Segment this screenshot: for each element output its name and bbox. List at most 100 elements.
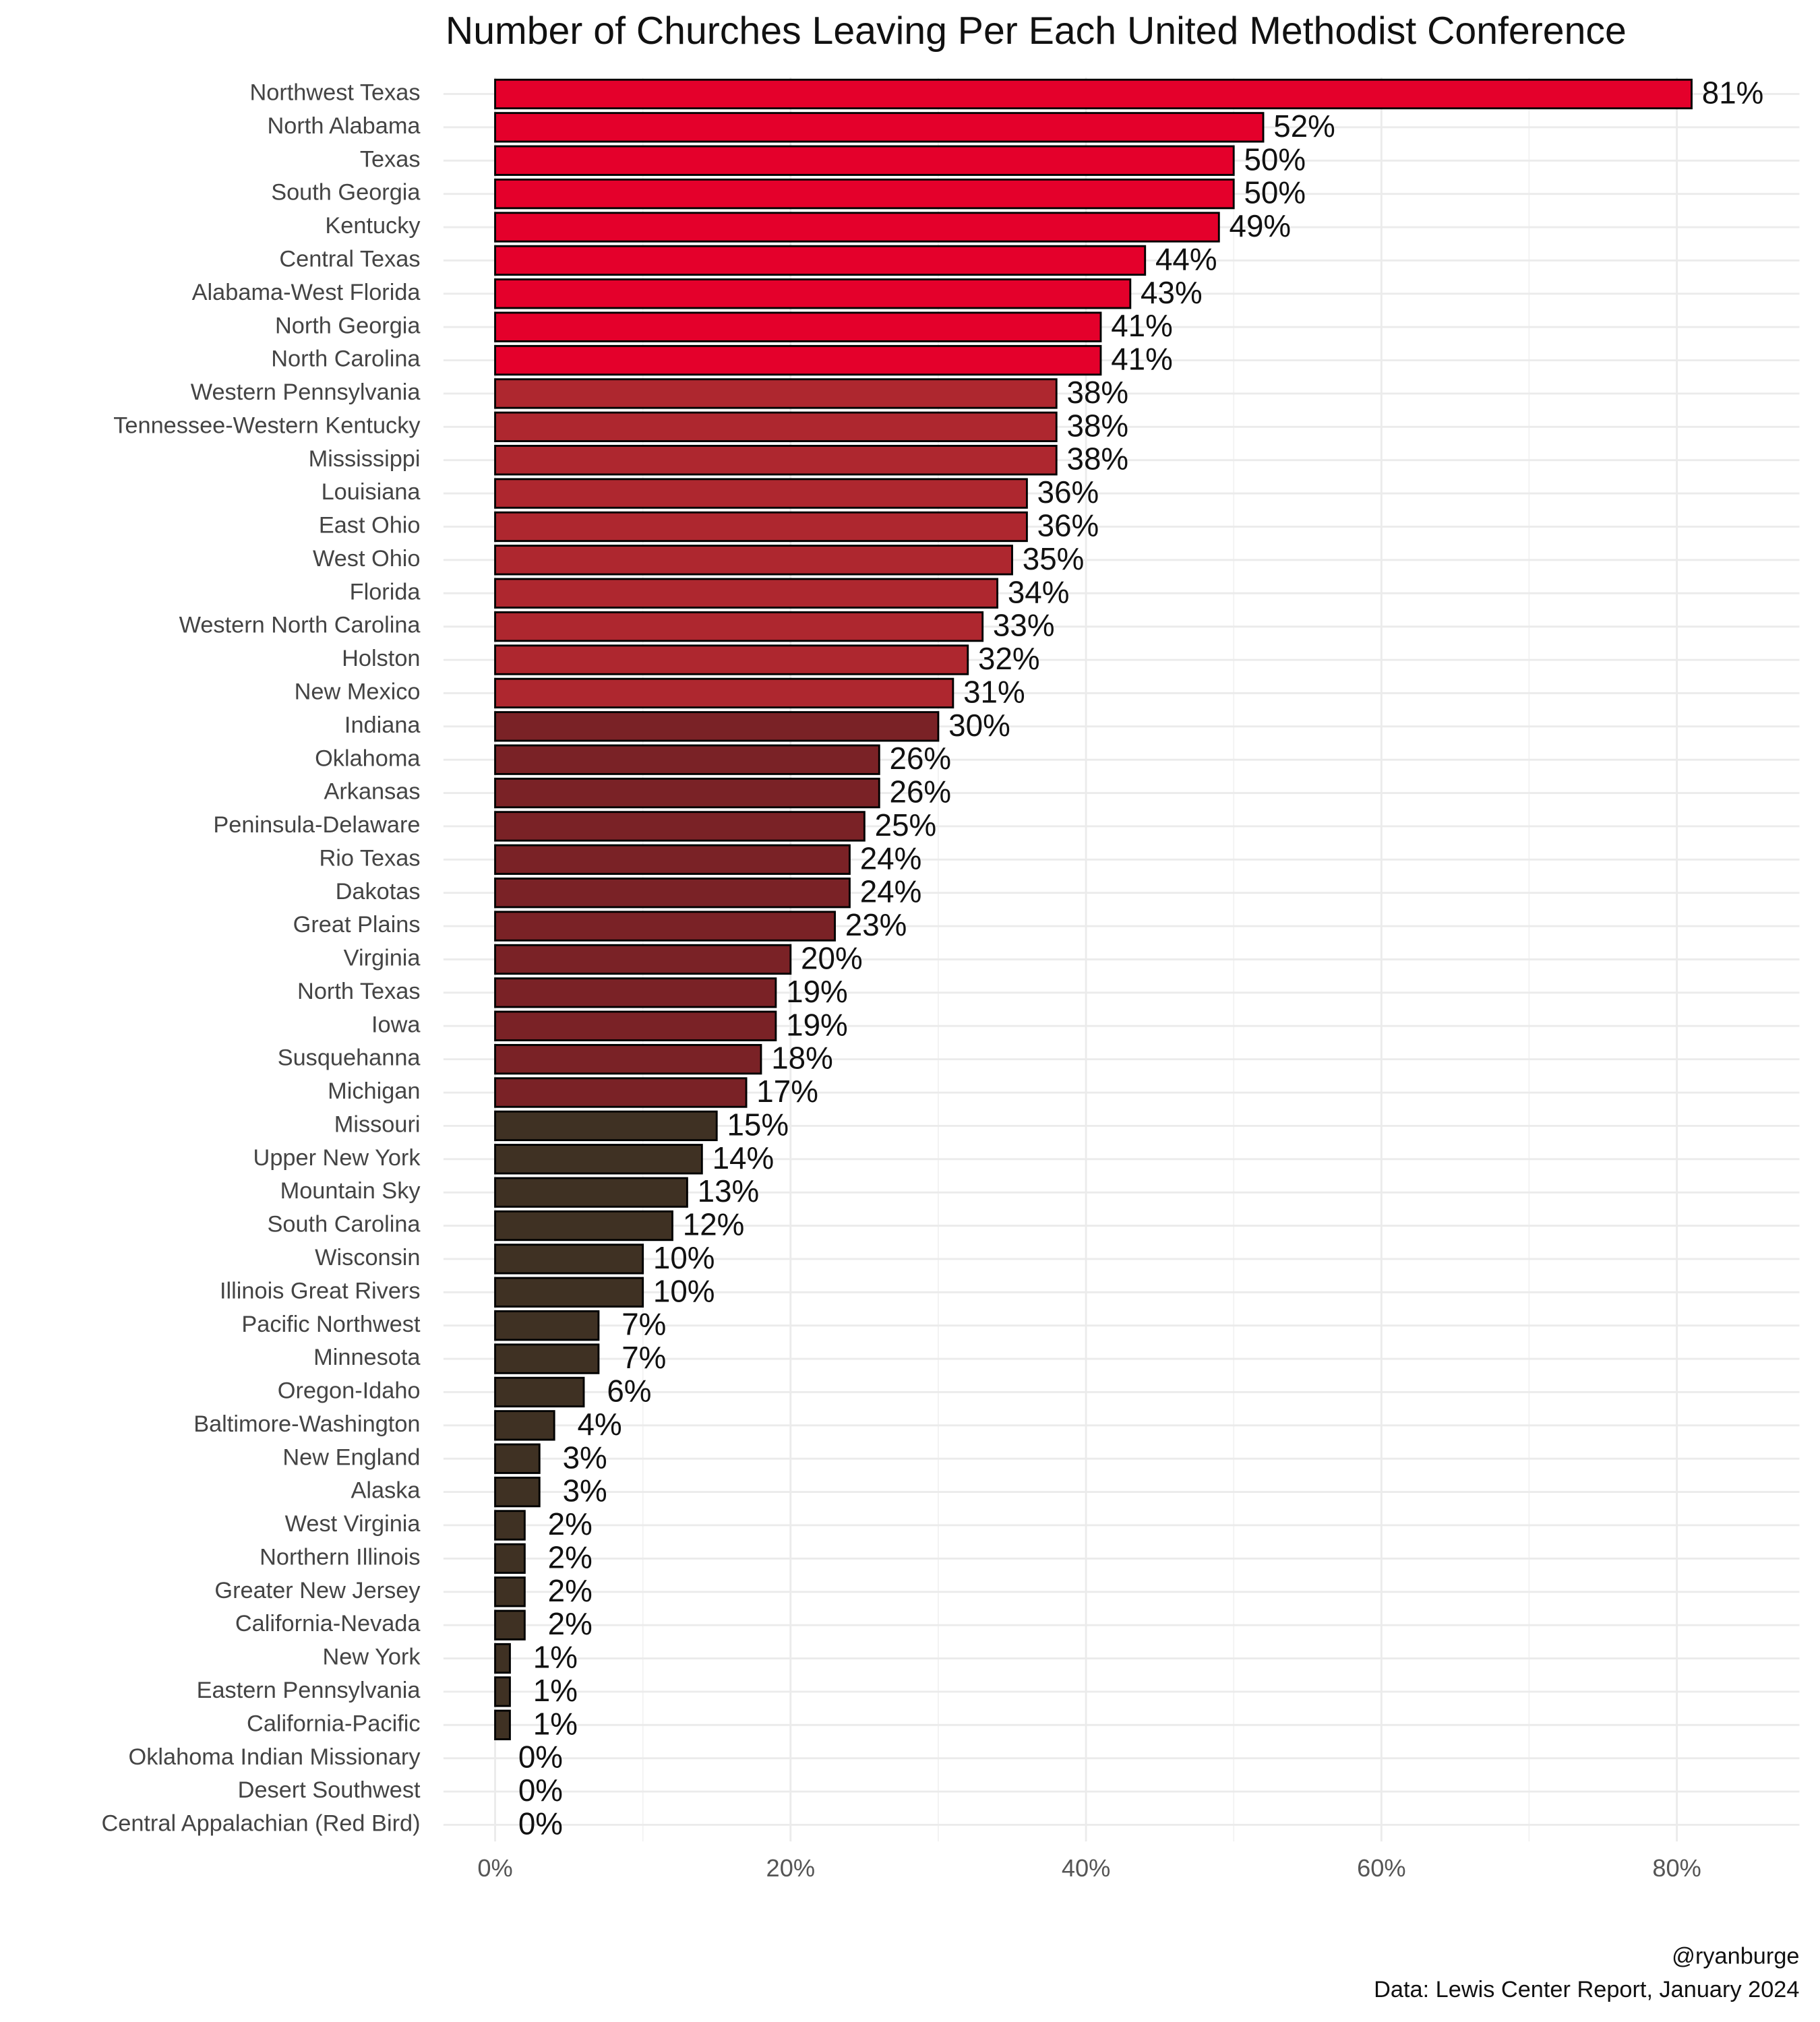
- value-label: 4%: [578, 1407, 622, 1442]
- value-label: 44%: [1155, 242, 1217, 276]
- value-label: 36%: [1037, 475, 1099, 510]
- bar: [494, 178, 1235, 210]
- value-label: 50%: [1244, 142, 1306, 177]
- value-label: 7%: [621, 1341, 666, 1375]
- value-label: 2%: [548, 1507, 593, 1541]
- value-label: 33%: [993, 609, 1055, 643]
- value-label: 43%: [1141, 276, 1203, 310]
- y-tick-label: Iowa: [371, 1012, 421, 1037]
- y-tick-label: Pacific Northwest: [241, 1312, 421, 1337]
- value-label: 49%: [1230, 209, 1292, 243]
- value-label: 52%: [1273, 109, 1335, 144]
- value-label: 30%: [948, 708, 1010, 743]
- bar: [494, 1643, 511, 1674]
- bar: [494, 1576, 526, 1607]
- value-label: 50%: [1244, 176, 1306, 210]
- value-label: 19%: [786, 1008, 848, 1042]
- bar: [494, 1244, 644, 1275]
- bar: [494, 1144, 703, 1175]
- bar: [494, 1610, 526, 1641]
- bar: [494, 1476, 541, 1508]
- bar: [494, 1077, 748, 1108]
- y-tick-label: Northern Illinois: [260, 1544, 420, 1570]
- bar: [494, 777, 880, 809]
- x-tick-label: 0%: [477, 1854, 512, 1882]
- x-tick-label: 40%: [1062, 1854, 1111, 1882]
- y-tick-label: Alabama-West Florida: [192, 280, 421, 305]
- bar: [494, 578, 999, 609]
- bar: [494, 1543, 526, 1574]
- value-label: 38%: [1067, 408, 1129, 443]
- y-tick-label: California-Pacific: [247, 1711, 420, 1736]
- bar: [494, 145, 1235, 176]
- y-tick-label: Mississippi: [309, 446, 421, 472]
- bar: [494, 911, 836, 942]
- bar: [494, 245, 1147, 276]
- y-tick-label: New York: [323, 1645, 421, 1670]
- value-label: 15%: [727, 1107, 789, 1142]
- y-tick-label: South Carolina: [267, 1212, 421, 1237]
- bar: [494, 378, 1058, 409]
- bar: [494, 1010, 777, 1041]
- y-tick-label: Rio Texas: [319, 845, 420, 871]
- bar: [494, 844, 851, 875]
- value-label: 0%: [518, 1773, 563, 1808]
- y-tick-label: Central Texas: [279, 246, 420, 272]
- bar: [494, 545, 1013, 576]
- bar: [494, 1177, 688, 1208]
- value-label: 36%: [1037, 508, 1099, 543]
- x-tick-label: 80%: [1652, 1854, 1701, 1882]
- y-tick-label: California-Nevada: [235, 1611, 421, 1636]
- caption: Data: Lewis Center Report, January 2024: [1374, 1977, 1799, 2002]
- bar: [494, 112, 1265, 143]
- value-label: 32%: [978, 642, 1040, 676]
- bar: [494, 1709, 511, 1740]
- value-label: 0%: [518, 1806, 563, 1841]
- value-label: 7%: [621, 1308, 666, 1342]
- value-label: 41%: [1111, 309, 1173, 343]
- value-label: 38%: [1067, 442, 1129, 477]
- y-tick-label: Oklahoma: [315, 745, 421, 771]
- value-label: 1%: [533, 1641, 578, 1675]
- bar: [494, 1043, 762, 1075]
- x-tick-label: 60%: [1357, 1854, 1406, 1882]
- value-label: 25%: [875, 808, 937, 842]
- bar: [494, 212, 1220, 243]
- bar: [494, 1110, 718, 1142]
- bar: [494, 878, 851, 909]
- value-label: 41%: [1111, 342, 1173, 377]
- value-label: 13%: [698, 1174, 760, 1208]
- bar: [494, 1310, 600, 1341]
- y-tick-label: Minnesota: [313, 1345, 421, 1370]
- y-tick-label: North Carolina: [271, 346, 421, 372]
- y-tick-label: New Mexico: [295, 679, 421, 704]
- y-tick-label: Oregon-Idaho: [278, 1378, 421, 1404]
- bar: [494, 1676, 511, 1707]
- caption: @ryanburge: [1672, 1943, 1799, 1969]
- y-tick-label: Tennessee-Western Kentucky: [113, 412, 421, 438]
- y-tick-label: Wisconsin: [315, 1245, 420, 1270]
- y-tick-label: Baltimore-Washington: [193, 1411, 420, 1437]
- bar: [494, 1210, 673, 1242]
- value-label: 17%: [756, 1074, 818, 1109]
- y-tick-label: Michigan: [328, 1078, 420, 1104]
- y-tick-label: East Ohio: [319, 513, 421, 539]
- y-tick-label: Texas: [360, 146, 421, 172]
- value-label: 38%: [1067, 375, 1129, 410]
- bar: [494, 1510, 526, 1541]
- bar: [494, 311, 1102, 342]
- value-label: 26%: [890, 741, 952, 776]
- bar: [494, 78, 1693, 110]
- y-tick-label: Indiana: [344, 712, 421, 738]
- y-tick-label: Upper New York: [253, 1145, 421, 1171]
- value-label: 19%: [786, 975, 848, 1009]
- y-tick-label: Desert Southwest: [238, 1777, 421, 1803]
- value-label: 34%: [1008, 575, 1070, 609]
- value-label: 0%: [518, 1740, 563, 1775]
- y-tick-label: Northwest Texas: [249, 80, 420, 106]
- value-label: 20%: [801, 941, 863, 975]
- value-label: 6%: [607, 1374, 651, 1408]
- bar: [494, 944, 792, 975]
- y-tick-label: Greater New Jersey: [214, 1578, 421, 1603]
